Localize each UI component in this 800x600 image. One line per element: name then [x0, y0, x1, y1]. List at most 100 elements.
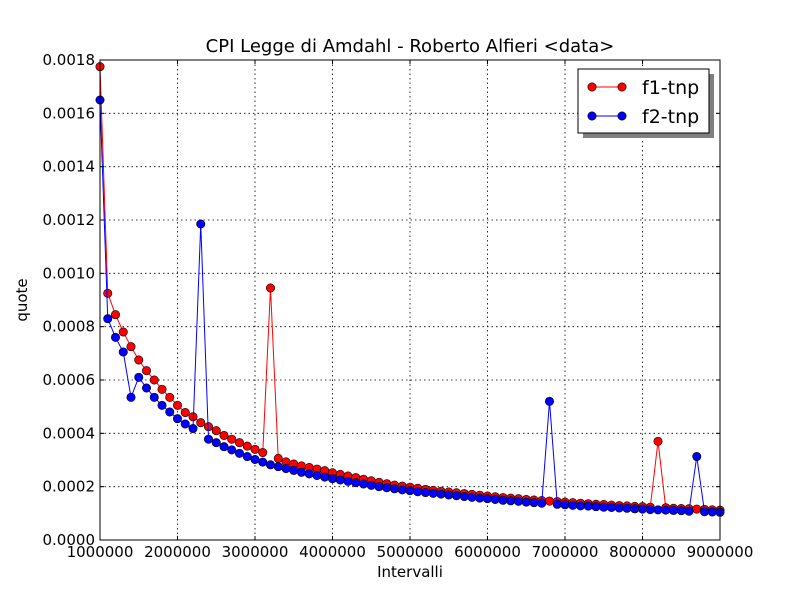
data-point-f2-tnp	[676, 506, 686, 516]
data-point-f2-tnp	[312, 470, 322, 480]
data-point-f2-tnp	[118, 347, 128, 357]
x-axis-label: Intervalli	[377, 563, 443, 581]
legend: f1-tnp f2-tnp	[577, 68, 714, 138]
data-point-f2-tnp	[444, 490, 454, 500]
data-point-f2-tnp	[366, 480, 376, 490]
y-axis-label: quote	[13, 278, 31, 321]
y-tick-label: 0.0002	[43, 478, 96, 496]
y-tick-label: 0.0012	[43, 211, 96, 229]
data-point-f2-tnp	[173, 414, 183, 424]
data-point-f2-tnp	[436, 489, 446, 499]
data-point-f1-tnp	[235, 438, 245, 448]
data-point-f2-tnp	[668, 505, 678, 515]
data-point-f2-tnp	[661, 505, 671, 515]
data-point-f2-tnp	[490, 494, 500, 504]
x-tick-label: 3000000	[222, 543, 289, 561]
data-point-f2-tnp	[498, 495, 508, 505]
data-point-f1-tnp	[103, 288, 113, 298]
data-point-f1-tnp	[211, 426, 221, 436]
x-tick-label: 4000000	[299, 543, 366, 561]
data-point-f1-tnp	[142, 366, 152, 376]
data-point-f2-tnp	[157, 400, 167, 410]
data-point-f1-tnp	[180, 408, 190, 418]
data-point-f2-tnp	[653, 505, 663, 515]
data-point-f2-tnp	[513, 496, 523, 506]
data-point-f2-tnp	[180, 419, 190, 429]
y-tick-label: 0.0010	[43, 264, 96, 282]
data-point-f1-tnp	[273, 453, 283, 463]
data-point-f2-tnp	[142, 383, 152, 393]
data-point-f2-tnp	[467, 492, 477, 502]
data-point-f2-tnp	[211, 438, 221, 448]
data-point-f2-tnp	[699, 507, 709, 517]
data-point-f2-tnp	[235, 448, 245, 458]
y-tick-label: 0.0004	[43, 424, 96, 442]
data-point-f2-tnp	[111, 332, 121, 342]
x-tick-label: 2000000	[144, 543, 211, 561]
data-point-f2-tnp	[506, 496, 516, 506]
data-point-f2-tnp	[289, 465, 299, 475]
y-tick-label: 0.0000	[43, 531, 96, 549]
data-point-f1-tnp	[149, 375, 159, 385]
data-point-f2-tnp	[389, 484, 399, 494]
data-point-f2-tnp	[327, 474, 337, 484]
data-point-f1-tnp	[173, 400, 183, 410]
data-point-f2-tnp	[351, 478, 361, 488]
data-point-f1-tnp	[196, 418, 206, 428]
data-point-f2-tnp	[242, 452, 252, 462]
x-tick-label: 6000000	[454, 543, 521, 561]
data-point-f2-tnp	[219, 442, 229, 452]
data-point-f2-tnp	[521, 497, 531, 507]
data-point-f2-tnp	[606, 502, 616, 512]
legend-box	[577, 68, 710, 134]
legend-entry-f1-tnp: f1-tnp	[587, 77, 699, 99]
data-point-f2-tnp	[428, 488, 438, 498]
data-point-f2-tnp	[575, 501, 585, 511]
data-point-f2-tnp	[568, 500, 578, 510]
legend-marker	[587, 82, 597, 92]
data-point-f2-tnp	[258, 457, 268, 467]
data-point-f1-tnp	[544, 496, 554, 506]
data-point-f2-tnp	[529, 498, 539, 508]
data-point-f2-tnp	[451, 491, 461, 501]
legend-marker	[587, 111, 597, 121]
data-point-f1-tnp	[219, 430, 229, 440]
legend-label: f1-tnp	[642, 77, 699, 99]
data-point-f2-tnp	[614, 503, 624, 513]
data-point-f2-tnp	[459, 492, 469, 502]
data-point-f1-tnp	[165, 392, 175, 402]
legend-label: f2-tnp	[642, 106, 699, 128]
legend-entry-f2-tnp: f2-tnp	[587, 106, 699, 128]
data-point-f2-tnp	[482, 494, 492, 504]
data-point-f2-tnp	[583, 501, 593, 511]
data-point-f2-tnp	[149, 392, 159, 402]
data-point-f1-tnp	[227, 434, 237, 444]
data-point-f2-tnp	[134, 372, 144, 382]
series-layer	[95, 62, 725, 517]
data-point-f2-tnp	[684, 506, 694, 516]
y-tick-label: 0.0006	[43, 371, 96, 389]
data-point-f2-tnp	[397, 485, 407, 495]
data-point-f2-tnp	[374, 482, 384, 492]
data-point-f2-tnp	[692, 452, 702, 462]
data-point-f2-tnp	[335, 475, 345, 485]
data-point-f2-tnp	[358, 479, 368, 489]
y-tick-label: 0.0008	[43, 318, 96, 336]
data-point-f2-tnp	[405, 486, 415, 496]
data-point-f2-tnp	[475, 493, 485, 503]
data-point-f2-tnp	[599, 502, 609, 512]
data-point-f2-tnp	[544, 396, 554, 406]
data-point-f2-tnp	[707, 507, 717, 517]
x-tick-label: 5000000	[377, 543, 444, 561]
data-point-f2-tnp	[537, 498, 547, 508]
data-point-f2-tnp	[630, 504, 640, 514]
data-point-f2-tnp	[265, 460, 275, 470]
y-tick-label: 0.0014	[43, 158, 96, 176]
legend-marker	[617, 111, 627, 121]
x-tick-label: 7000000	[532, 543, 599, 561]
data-point-f2-tnp	[560, 500, 570, 510]
data-point-f2-tnp	[227, 445, 237, 455]
legend-marker	[617, 82, 627, 92]
data-point-f2-tnp	[552, 499, 562, 509]
